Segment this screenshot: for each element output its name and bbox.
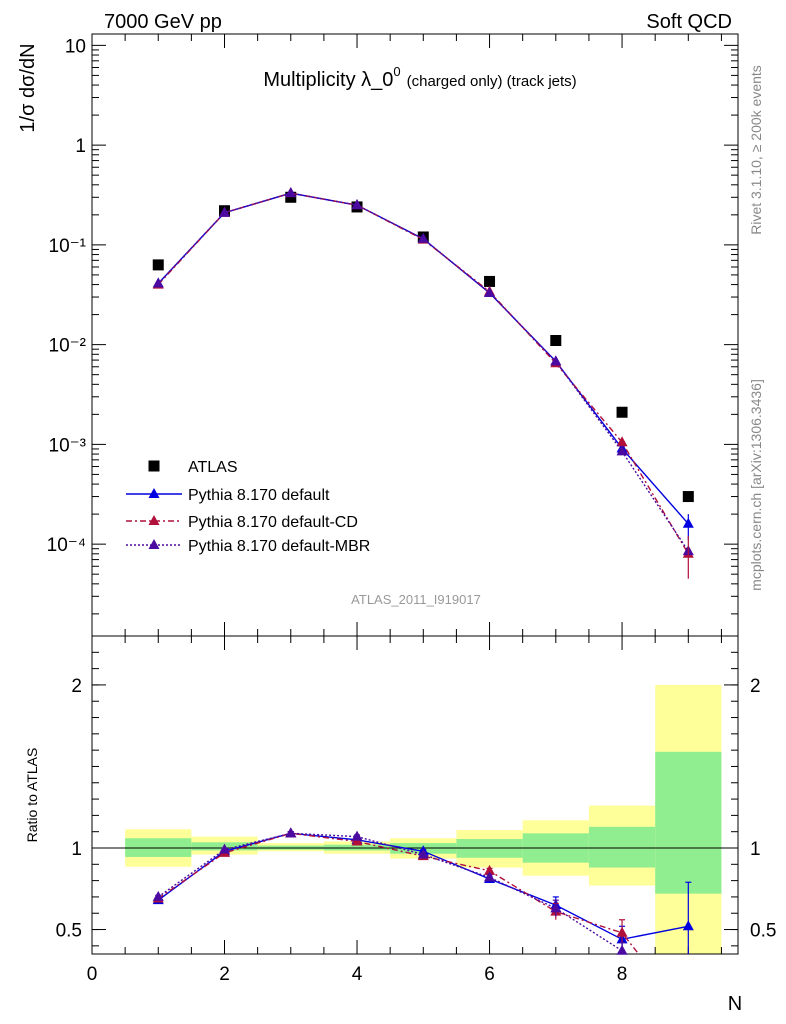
atlas-data-point (682, 491, 694, 503)
analysis-watermark: ATLAS_2011_I919017 (351, 592, 481, 607)
y-tick-label: 10 (65, 36, 86, 57)
ratio-y-tick-label-right: 2 (750, 676, 761, 697)
x-axis-label: N (728, 993, 742, 1015)
y-axis-label: 1/σ dσ/dN (17, 43, 39, 132)
y-tick-label: 10⁻⁴ (47, 535, 86, 556)
ratio-point (550, 902, 562, 913)
x-tick-label: 6 (484, 964, 495, 985)
atlas-data-point (616, 406, 628, 418)
atlas-data-point (152, 259, 164, 271)
atlas-data-point (285, 191, 297, 203)
legend: ATLAS Pythia 8.170 default Pythia 8.170 de… (126, 459, 370, 555)
ratio-point (351, 830, 363, 841)
ratio-y-tick-label-right: 0.5 (750, 921, 776, 942)
rivet-version-label: Rivet 3.1.10, ≥ 200k events (748, 65, 764, 235)
mc-point (616, 445, 628, 456)
x-tick-label: 0 (87, 964, 98, 985)
legend-marker-atlas (148, 460, 160, 472)
header-left: 7000 GeV pp (104, 11, 222, 33)
ratio-point (417, 848, 429, 859)
mc-point (417, 232, 429, 243)
ratio-panel: 0.5 0.5 1 1 2 2 0 2 4 6 8 Ratio to ATLAS N (24, 635, 776, 1015)
legend-label: ATLAS (188, 459, 238, 476)
y-tick-label: 10⁻¹ (49, 236, 87, 257)
ratio-y-axis-label: Ratio to ATLAS (24, 748, 40, 843)
ratio-series-pythia-8-170-default-mbr (152, 827, 628, 955)
legend-marker (148, 515, 160, 525)
ratio-y-tick-label: 2 (71, 676, 82, 697)
legend-label: Pythia 8.170 default-MBR (188, 538, 370, 555)
mc-point (219, 206, 231, 217)
ratio-y-tick-label-right: 1 (750, 839, 761, 860)
x-tick-label: 4 (352, 964, 363, 985)
ratio-y-tick-label: 0.5 (56, 921, 82, 942)
y-tick-label: 10⁻² (49, 336, 87, 357)
ratio-point (484, 864, 496, 875)
mc-point (152, 277, 164, 288)
ratio-line (157, 832, 623, 952)
ratio-point (682, 920, 694, 931)
legend-label: Pythia 8.170 default-CD (188, 514, 358, 531)
mc-point (484, 286, 496, 297)
uncertainty-band-inner (655, 751, 722, 894)
legend-label: Pythia 8.170 default (188, 487, 330, 504)
ratio-point (152, 890, 164, 901)
uncertainty-band-inner (588, 826, 656, 868)
mc-point (285, 187, 297, 198)
legend-marker (148, 488, 160, 498)
atlas-data-point (550, 335, 562, 347)
mc-point (616, 436, 628, 447)
ratio-y-tick-label: 1 (71, 839, 82, 860)
main-panel: 10 1 10⁻¹ 10⁻² 10⁻³ 10⁻⁴ Multiplicity λ_00(ch… (17, 33, 739, 637)
series-pythia-8-170-default-mbr (152, 187, 694, 556)
atlas-data-point (484, 275, 496, 287)
legend-marker (148, 539, 160, 549)
x-tick-label: 2 (219, 964, 230, 985)
mc-point (351, 199, 363, 210)
y-tick-label: 10⁻³ (49, 435, 87, 456)
chart-title: Multiplicity λ_00(charged only) (track j… (263, 64, 576, 91)
ratio-point (484, 871, 496, 882)
y-tick-label: 1 (75, 136, 86, 157)
mcplots-label: mcplots.cern.ch [arXiv:1306.3436] (748, 379, 764, 591)
x-tick-label: 8 (617, 964, 628, 985)
ratio-panel-frame (91, 635, 739, 955)
ratio-point (616, 926, 628, 937)
header-right: Soft QCD (646, 11, 732, 33)
ratio-point (285, 827, 297, 838)
mc-point (550, 355, 562, 366)
ratio-point (616, 944, 628, 955)
ratio-point (219, 843, 231, 854)
